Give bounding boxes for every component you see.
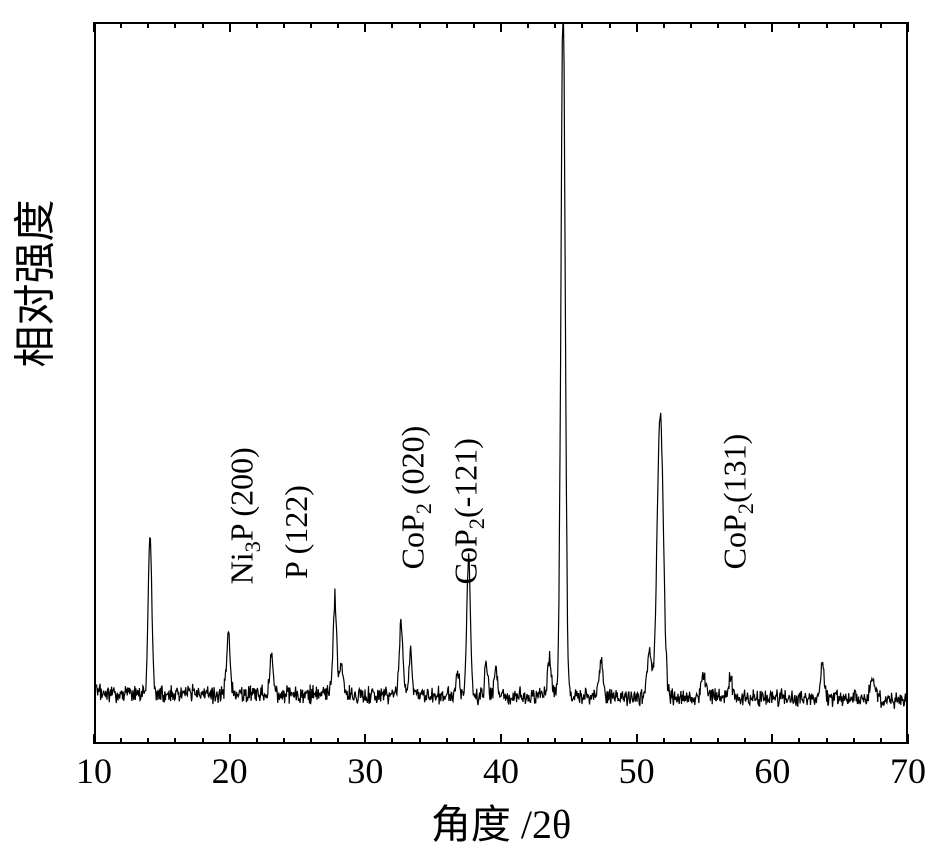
x-tick-major [500, 734, 502, 744]
peak-label: CoP2 (020) [395, 426, 437, 570]
x-tick-minor [717, 22, 719, 28]
y-axis-label: 相对强度 [2, 184, 63, 384]
x-tick-minor [446, 22, 448, 28]
x-tick-minor [310, 738, 312, 744]
x-tick-minor [446, 738, 448, 744]
x-tick-major [229, 734, 231, 744]
x-tick-minor [581, 738, 583, 744]
xrd-plot-area [96, 24, 906, 742]
x-tick-minor [826, 738, 828, 744]
x-tick-minor [581, 22, 583, 28]
x-tick-major [229, 22, 231, 32]
x-tick-minor [120, 738, 122, 744]
x-tick-major [93, 22, 95, 32]
x-tick-label: 20 [212, 750, 248, 792]
x-tick-minor [527, 738, 529, 744]
x-tick-minor [527, 22, 529, 28]
x-tick-label: 30 [347, 750, 383, 792]
x-tick-minor [880, 738, 882, 744]
x-tick-label: 40 [483, 750, 519, 792]
x-tick-minor [174, 738, 176, 744]
x-tick-minor [554, 22, 556, 28]
x-tick-minor [337, 738, 339, 744]
xrd-trace [96, 24, 906, 709]
x-tick-label: 10 [76, 750, 112, 792]
x-tick-minor [717, 738, 719, 744]
xrd-trace-svg [96, 24, 906, 742]
x-tick-minor [609, 738, 611, 744]
x-tick-major [364, 22, 366, 32]
x-tick-label: 70 [890, 750, 926, 792]
x-tick-major [500, 22, 502, 32]
x-tick-major [907, 734, 909, 744]
x-tick-major [907, 22, 909, 32]
x-tick-label: 50 [619, 750, 655, 792]
x-tick-minor [609, 22, 611, 28]
x-tick-minor [853, 738, 855, 744]
x-tick-minor [744, 22, 746, 28]
x-tick-label: 60 [754, 750, 790, 792]
peak-label: Ni3P (200) [224, 447, 266, 584]
x-axis-label: 角度 /2θ [401, 792, 601, 850]
x-tick-minor [554, 738, 556, 744]
x-tick-minor [202, 738, 204, 744]
peak-label: CoP2(131) [716, 434, 758, 570]
x-tick-minor [310, 22, 312, 28]
x-tick-minor [473, 22, 475, 28]
x-tick-minor [283, 738, 285, 744]
x-tick-minor [391, 22, 393, 28]
x-tick-minor [663, 738, 665, 744]
x-tick-major [771, 734, 773, 744]
x-tick-minor [202, 22, 204, 28]
x-tick-major [364, 734, 366, 744]
x-tick-minor [690, 738, 692, 744]
x-tick-minor [798, 22, 800, 28]
x-tick-minor [283, 22, 285, 28]
x-tick-major [636, 734, 638, 744]
x-tick-minor [826, 22, 828, 28]
x-tick-minor [744, 738, 746, 744]
x-tick-minor [337, 22, 339, 28]
x-tick-minor [853, 22, 855, 28]
x-tick-minor [798, 738, 800, 744]
x-tick-minor [256, 738, 258, 744]
x-tick-minor [147, 738, 149, 744]
x-tick-minor [147, 22, 149, 28]
x-tick-minor [120, 22, 122, 28]
x-tick-minor [256, 22, 258, 28]
x-tick-minor [174, 22, 176, 28]
x-tick-major [93, 734, 95, 744]
x-tick-minor [419, 738, 421, 744]
x-tick-minor [391, 738, 393, 744]
x-tick-minor [473, 738, 475, 744]
x-tick-minor [880, 22, 882, 28]
x-tick-minor [663, 22, 665, 28]
x-tick-minor [690, 22, 692, 28]
peak-label: CoP2(-121) [448, 438, 490, 584]
peak-label: P (122) [278, 485, 315, 579]
x-tick-major [636, 22, 638, 32]
x-tick-major [771, 22, 773, 32]
x-tick-minor [419, 22, 421, 28]
